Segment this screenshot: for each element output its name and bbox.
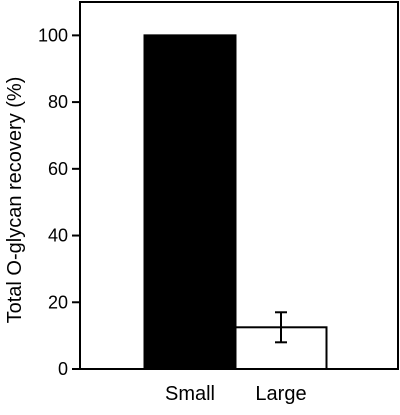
y-axis: 0 20 40 60 80 100 [38,25,80,379]
y-axis-label: Total O-glycan recovery (%) [4,77,26,324]
bars-group [143,34,328,370]
y-tick-label: 0 [58,359,68,379]
y-tick-label: 20 [48,292,68,312]
bar-small [143,34,237,370]
y-tick-label: 60 [48,159,68,179]
y-tick-label: 80 [48,92,68,112]
plot-frame [79,1,399,370]
x-axis: Small Large [165,383,307,405]
y-tick-label: 40 [48,226,68,246]
plot-area [79,1,399,370]
x-tick-label-small: Small [165,383,215,405]
y-tick-label: 100 [38,25,68,45]
x-tick-label-large: Large [255,383,306,405]
